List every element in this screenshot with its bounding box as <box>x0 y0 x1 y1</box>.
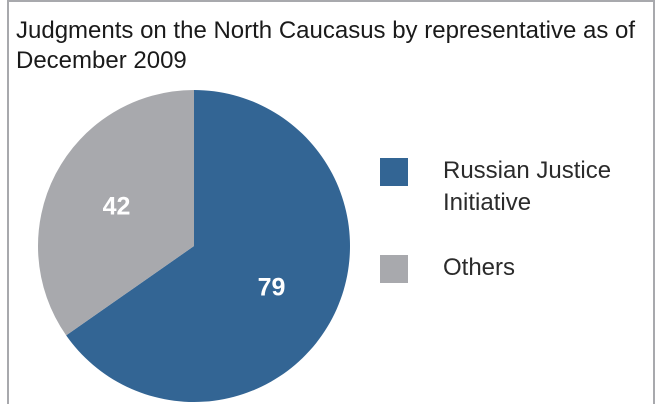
legend-swatch-russian-justice-initiative <box>380 158 408 186</box>
pie-slice-russian-justice-initiative <box>66 90 350 403</box>
data-label-others: 42 <box>103 193 131 221</box>
legend-label-russian-justice-initiative: Russian Justice Initiative <box>443 157 612 216</box>
data-label-russian-justice-initiative: 79 <box>258 273 286 301</box>
chart-frame <box>7 0 655 404</box>
legend-item-russian-justice-initiative: Russian Justice Initiative <box>380 155 653 219</box>
legend-label-others: Others <box>443 254 516 281</box>
legend-swatch-others <box>380 255 408 283</box>
chart-title: Judgments on the North Caucasus by repre… <box>16 17 636 74</box>
pie-slice-others <box>37 90 195 336</box>
legend-item-others: Others <box>380 252 653 284</box>
